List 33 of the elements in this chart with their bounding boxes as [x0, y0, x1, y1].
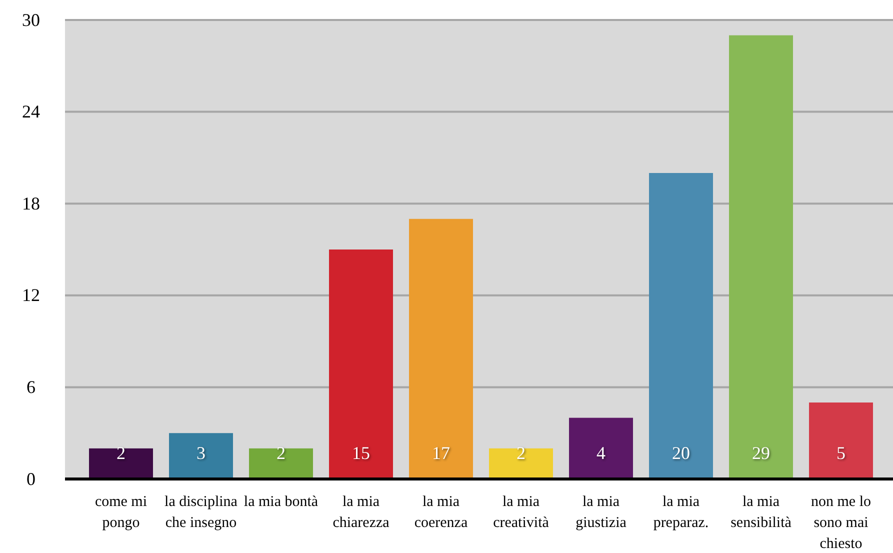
y-tick-label: 6 [26, 376, 36, 397]
x-tick-label: la mia giustizia [576, 494, 627, 531]
x-tick-label: la mia creatività [493, 494, 550, 531]
data-label: 20 [672, 443, 690, 463]
x-tick-label: la mia sensibilità [730, 494, 792, 531]
x-tick-label: la mia chiarezza [332, 494, 390, 531]
data-label: 3 [196, 443, 206, 463]
x-tick-label: la mia coerenza [414, 494, 468, 531]
y-tick-label: 12 [22, 285, 40, 306]
x-tick-label: la mia preparaz. [653, 494, 709, 531]
x-tick-label: non me lo sono mai chiesto [811, 494, 871, 552]
data-label: 2 [516, 443, 526, 463]
data-label: 5 [836, 443, 846, 463]
bar [169, 433, 233, 479]
data-label: 2 [116, 443, 126, 463]
bar [809, 402, 873, 479]
bar [569, 418, 633, 479]
data-label: 4 [596, 443, 606, 463]
bar [409, 218, 473, 479]
x-tick-label: la disciplina che insegno [164, 494, 238, 531]
data-label: 15 [352, 443, 370, 463]
data-label: 17 [432, 443, 450, 463]
data-label: 2 [276, 443, 286, 463]
data-label: 29 [752, 443, 770, 463]
y-tick-label: 18 [22, 193, 40, 214]
bar [729, 35, 793, 479]
y-tick-label: 24 [22, 102, 40, 122]
x-tick-label: la mia bontà [244, 494, 318, 510]
y-tick-label: 30 [22, 10, 40, 30]
x-tick-label: come mi pongo [94, 494, 148, 531]
bar [329, 250, 393, 479]
bar [649, 173, 713, 479]
y-tick-label: 0 [26, 468, 36, 489]
